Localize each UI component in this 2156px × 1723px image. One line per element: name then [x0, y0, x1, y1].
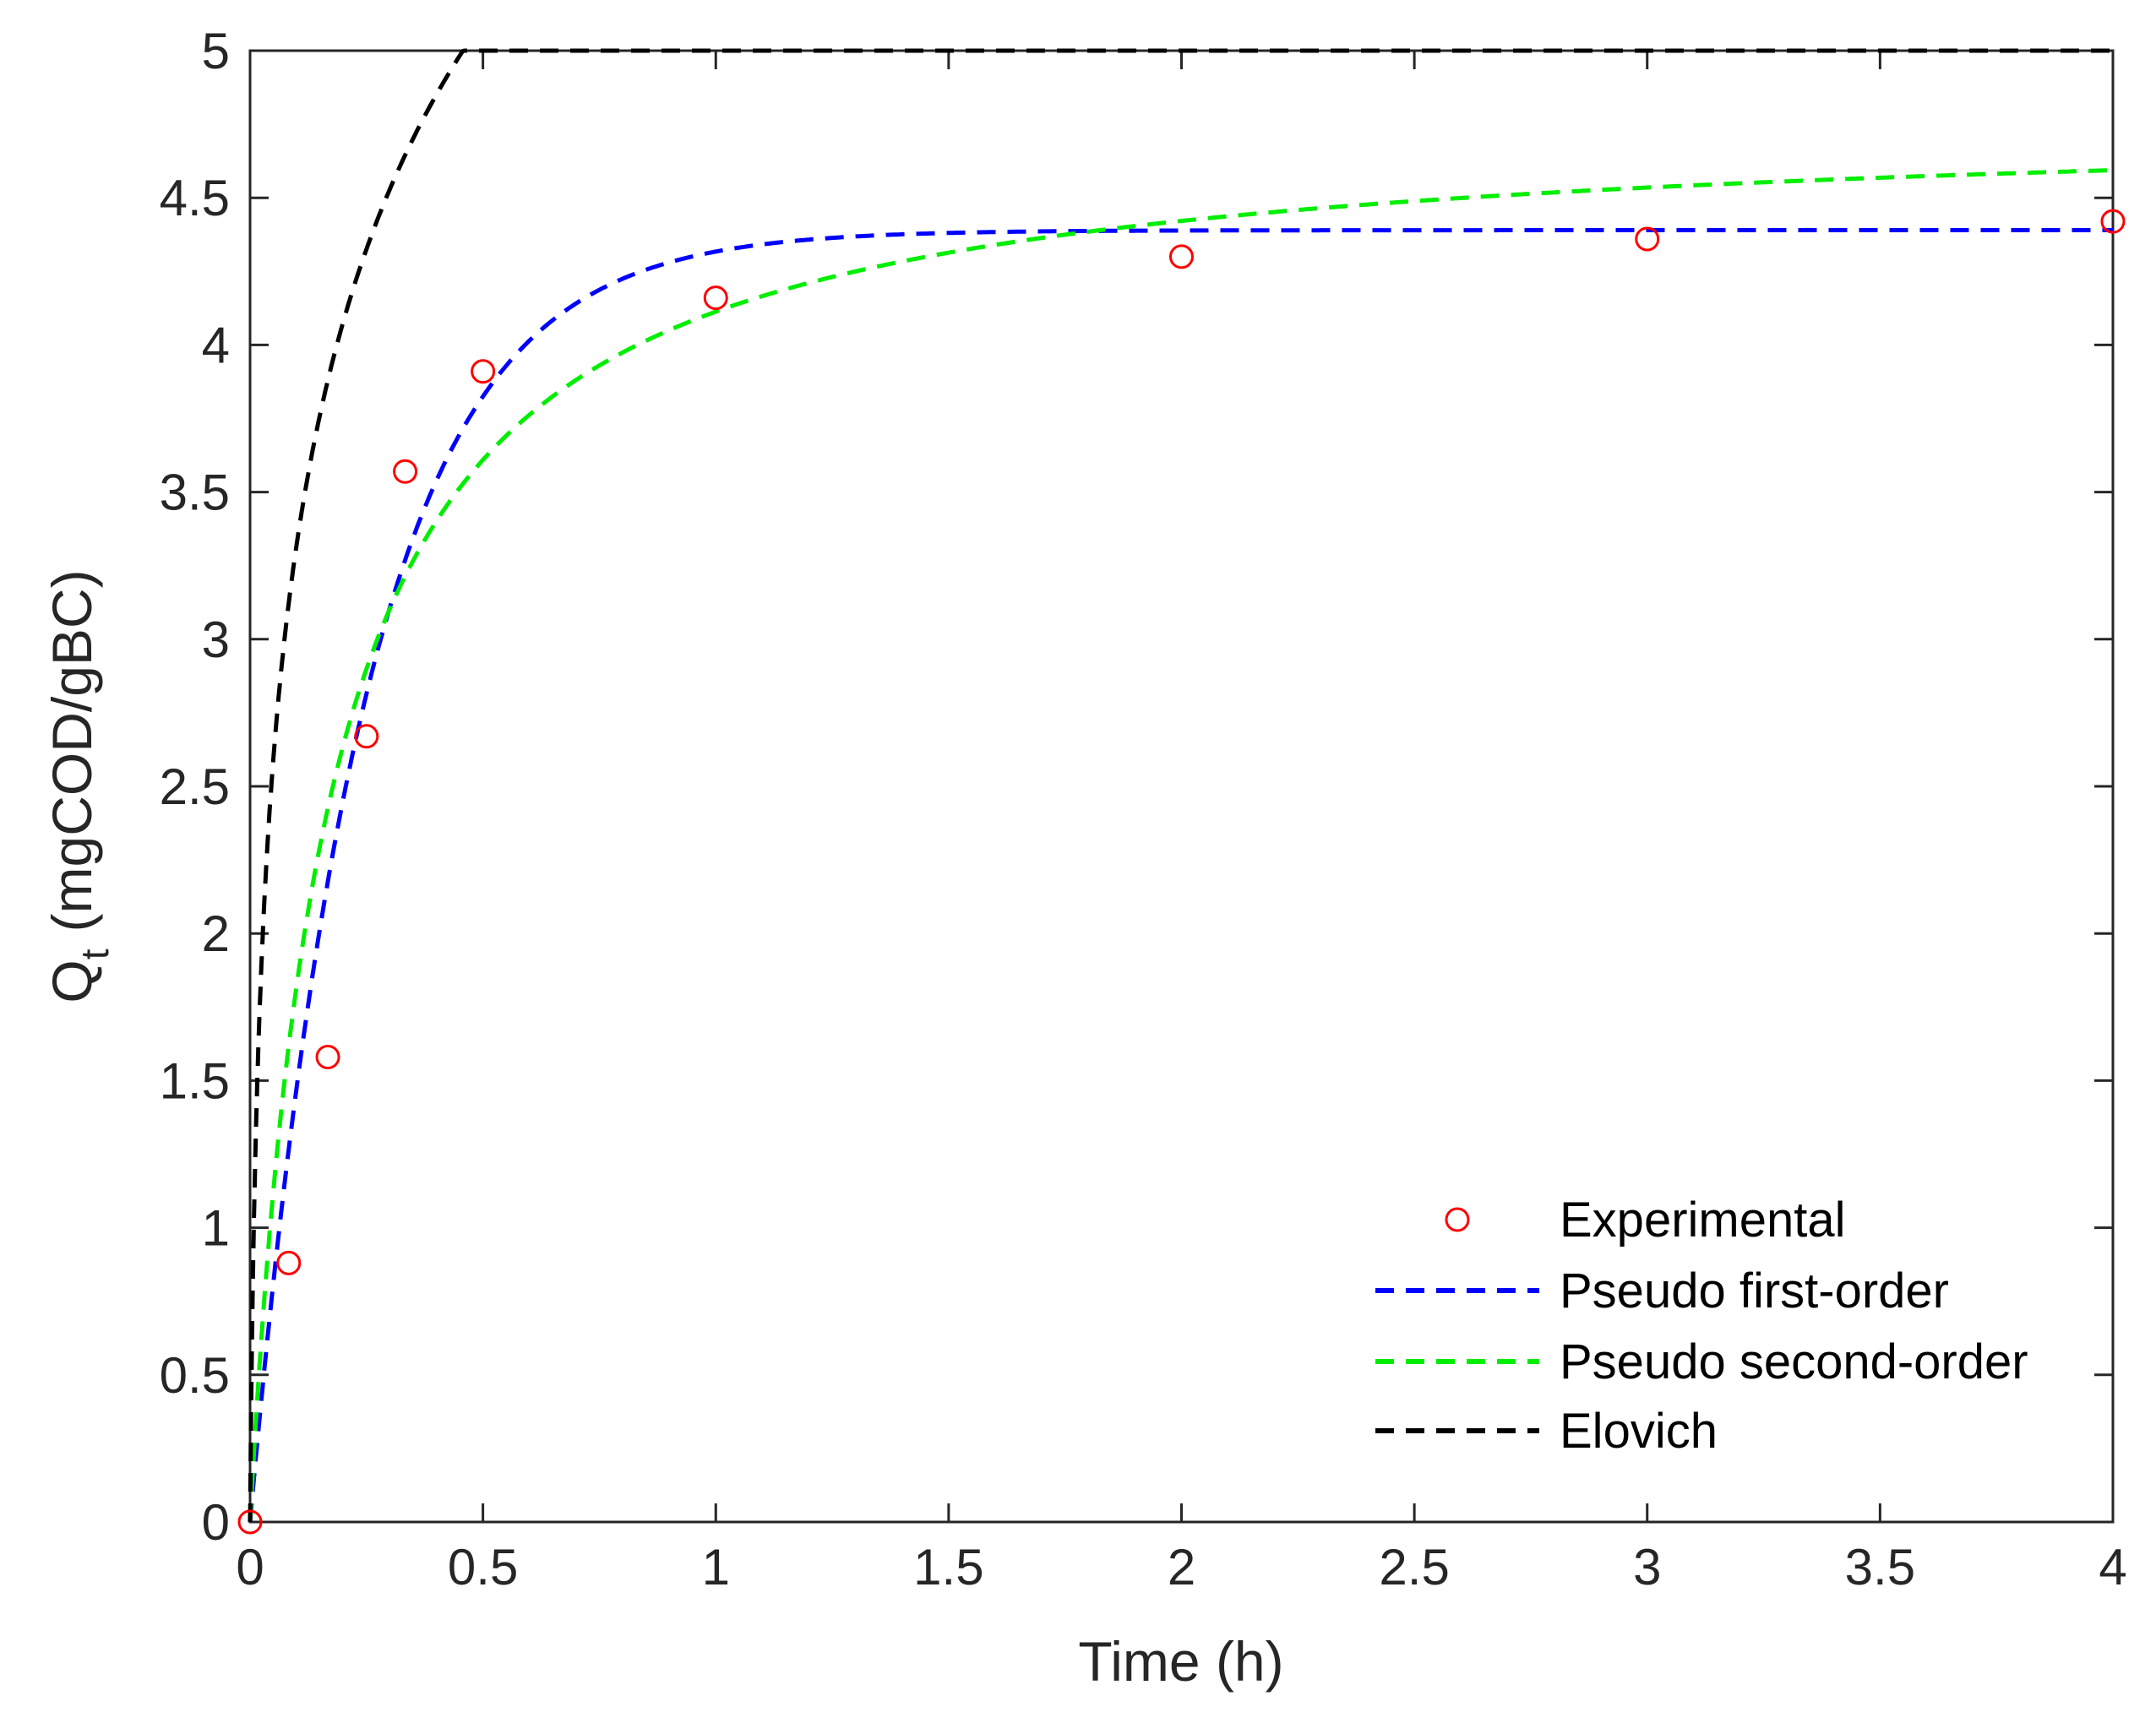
x-axis-title: Time (h) — [1078, 1630, 1283, 1693]
x-tick-label: 3 — [1633, 1539, 1661, 1595]
y-tick-label: 4.5 — [160, 170, 230, 226]
experimental-point — [1635, 226, 1660, 252]
x-tick-label: 2 — [1168, 1539, 1195, 1595]
series-line-elovich — [248, 48, 2113, 1522]
y-tick-label: 2 — [202, 905, 230, 962]
experimental-points — [237, 209, 2126, 1535]
x-tick-label: 0.5 — [448, 1539, 518, 1595]
experimental-point — [471, 359, 496, 384]
experimental-point — [393, 459, 418, 484]
y-tick-label: 3 — [202, 611, 230, 668]
y-tick-label: 5 — [202, 23, 230, 79]
x-tick-label: 2.5 — [1379, 1539, 1449, 1595]
x-tick-label: 3.5 — [1845, 1539, 1915, 1595]
experimental-point — [237, 1509, 263, 1535]
y-axis-title-main: Q — [41, 959, 103, 1003]
y-tick-label: 0 — [202, 1494, 230, 1551]
y-tick-label: 2.5 — [160, 758, 230, 815]
y-axis-title-subscript: t — [73, 948, 117, 959]
y-axis: 0 0.5 1 1.5 2 2.5 3 3.5 4 4.5 5 — [160, 23, 2113, 1551]
y-tick-label: 0.5 — [160, 1347, 230, 1404]
x-tick-label: 1 — [702, 1539, 730, 1595]
x-axis: 0 0.5 1 1.5 2 2.5 3 3.5 4 — [236, 51, 2127, 1595]
plot-area — [248, 49, 2115, 1524]
legend: Experimental Pseudo first-order Pseudo s… — [1375, 1193, 2028, 1459]
x-tick-label: 0 — [236, 1539, 264, 1595]
legend-pseudo-first-order-label: Pseudo first-order — [1560, 1264, 1949, 1318]
experimental-point — [315, 1045, 340, 1070]
y-tick-label: 3.5 — [160, 465, 230, 521]
legend-pseudo-second-order-label: Pseudo second-order — [1560, 1334, 2028, 1389]
experimental-point — [2100, 209, 2126, 234]
legend-elovich-label: Elovich — [1560, 1404, 1718, 1459]
y-tick-label: 1.5 — [160, 1052, 230, 1109]
experimental-point — [276, 1250, 302, 1275]
experimental-point — [1169, 244, 1194, 269]
y-axis-title: Qt (mgCOD/gBC) — [41, 569, 117, 1003]
y-axis-title-unit: (mgCOD/gBC) — [41, 569, 103, 932]
legend-experimental-label: Experimental — [1560, 1193, 1845, 1247]
series-line-pseudo-second-order — [248, 168, 2114, 1522]
x-tick-label: 4 — [2099, 1539, 2126, 1595]
y-tick-label: 1 — [202, 1200, 230, 1257]
x-tick-label: 1.5 — [913, 1539, 983, 1595]
experimental-point — [703, 285, 728, 311]
experimental-point — [354, 724, 379, 749]
y-tick-label: 4 — [202, 317, 230, 373]
legend-experimental-marker — [1445, 1207, 1470, 1232]
